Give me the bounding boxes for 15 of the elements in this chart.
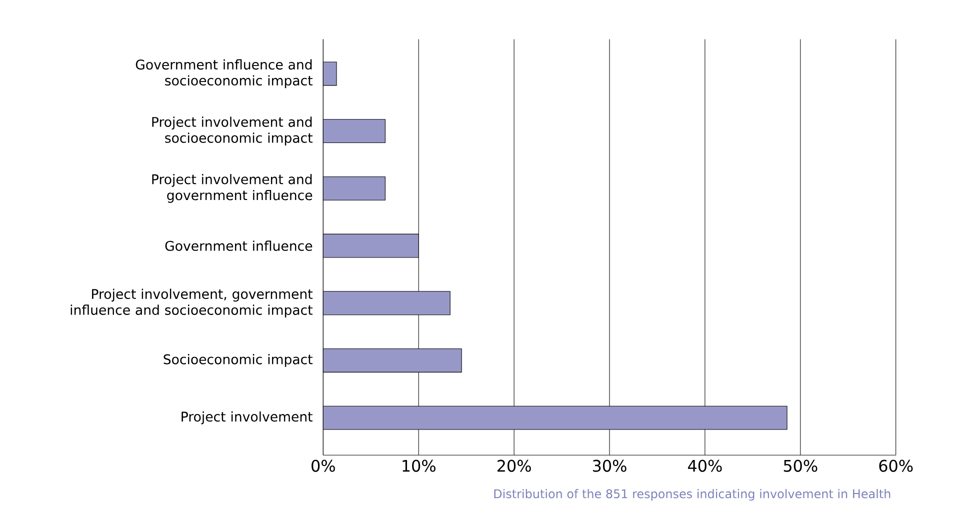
x-tick-label: 0%: [312, 460, 335, 472]
x-tick-label: 30%: [593, 460, 626, 472]
x-tick-label: 10%: [402, 460, 436, 472]
x-tick-label: 50%: [784, 460, 818, 472]
y-tick-label: Socioeconomic impact: [164, 354, 313, 367]
y-tick-label: Government influence and socioeconomic impact: [136, 59, 313, 88]
y-tick-label: Project involvement, government influence and socioeconomic impact: [70, 288, 313, 318]
text: Distribution of the 851 responses indicating involvement in Health: [494, 488, 890, 500]
y-tick-label: Government influence: [165, 240, 312, 251]
x-tick-label: 40%: [688, 460, 722, 472]
x-tick-label: 20%: [498, 460, 531, 472]
x-tick-label: 60%: [879, 460, 913, 472]
y-tick-label: Project involvement: [182, 411, 313, 424]
y-tick-label: Project involvement and socioeconomic impact: [152, 116, 313, 146]
y-tick-label: Project involvement and government influence: [152, 174, 312, 203]
